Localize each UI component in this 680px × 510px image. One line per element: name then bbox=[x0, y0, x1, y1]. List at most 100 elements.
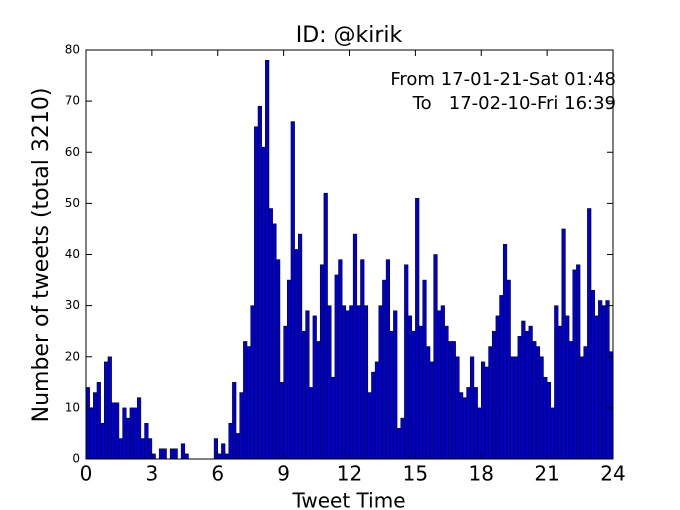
bar bbox=[169, 448, 175, 460]
bar bbox=[462, 397, 467, 460]
bars bbox=[85, 59, 614, 460]
bar bbox=[319, 264, 325, 460]
bar bbox=[411, 330, 416, 460]
bar bbox=[601, 305, 606, 460]
bar bbox=[374, 361, 380, 460]
bar bbox=[144, 422, 149, 460]
x-axis-label: Tweet Time bbox=[291, 489, 405, 510]
bar bbox=[115, 402, 120, 460]
bar bbox=[543, 376, 548, 460]
x-tick-label: 6 bbox=[211, 462, 224, 486]
bar bbox=[488, 346, 493, 460]
bar bbox=[235, 433, 240, 460]
bar bbox=[111, 402, 116, 460]
bar bbox=[294, 249, 299, 460]
bar bbox=[557, 325, 563, 460]
bar bbox=[268, 208, 273, 460]
bar bbox=[535, 346, 541, 460]
bar bbox=[100, 422, 105, 460]
bar bbox=[126, 417, 131, 460]
bar bbox=[107, 356, 112, 460]
y-tick-label: 50 bbox=[65, 196, 80, 210]
bar bbox=[418, 325, 423, 460]
bar bbox=[448, 341, 453, 460]
bar bbox=[316, 341, 321, 460]
bar bbox=[517, 336, 522, 460]
bar bbox=[510, 356, 515, 460]
bar bbox=[261, 146, 266, 460]
bar bbox=[568, 341, 573, 460]
bar bbox=[272, 223, 277, 460]
bar bbox=[491, 330, 497, 460]
y-tick-label: 0 bbox=[72, 452, 80, 466]
bar bbox=[407, 315, 412, 460]
bar bbox=[283, 325, 288, 460]
bar bbox=[93, 392, 98, 460]
bar bbox=[345, 310, 350, 460]
bar bbox=[484, 366, 489, 460]
bar bbox=[576, 264, 581, 460]
bar bbox=[378, 305, 383, 460]
bar bbox=[363, 305, 369, 460]
bar bbox=[393, 310, 398, 460]
y-tick-label: 10 bbox=[65, 400, 80, 414]
bar bbox=[565, 315, 570, 460]
y-axis-label: Number of tweets (total 3210) bbox=[29, 88, 54, 423]
bar bbox=[400, 417, 405, 460]
x-tick-label: 24 bbox=[600, 462, 625, 486]
bar bbox=[528, 325, 533, 460]
bar bbox=[330, 376, 336, 460]
bar bbox=[356, 305, 361, 460]
bar bbox=[129, 407, 134, 460]
x-tick-label: 15 bbox=[403, 462, 428, 486]
bar bbox=[470, 356, 475, 460]
bar bbox=[396, 428, 401, 460]
bar bbox=[349, 305, 354, 460]
bar bbox=[327, 305, 332, 460]
bar bbox=[561, 228, 566, 460]
bar bbox=[532, 341, 537, 460]
bar bbox=[257, 105, 262, 460]
bar bbox=[243, 341, 248, 460]
bar bbox=[382, 279, 387, 460]
bar bbox=[579, 356, 584, 460]
bar bbox=[451, 341, 456, 460]
bar bbox=[513, 356, 519, 460]
bar bbox=[572, 269, 577, 460]
bar bbox=[385, 259, 391, 460]
bar bbox=[521, 320, 526, 460]
y-tick-label: 80 bbox=[65, 43, 80, 57]
bar bbox=[338, 259, 343, 460]
bar bbox=[217, 453, 222, 460]
x-tick-label: 9 bbox=[277, 462, 290, 486]
bar bbox=[221, 443, 226, 460]
bar bbox=[415, 198, 420, 460]
x-tick-label: 12 bbox=[337, 462, 362, 486]
bar bbox=[341, 305, 347, 460]
bar bbox=[495, 315, 500, 460]
bar bbox=[352, 233, 358, 460]
bar bbox=[239, 392, 244, 460]
bar bbox=[587, 208, 592, 460]
bar bbox=[590, 290, 595, 460]
bar bbox=[440, 305, 445, 460]
bar bbox=[133, 407, 138, 460]
x-tick-label: 21 bbox=[534, 462, 559, 486]
bar bbox=[312, 315, 317, 460]
x-tick-label: 18 bbox=[469, 462, 494, 486]
bar bbox=[290, 121, 295, 460]
bar bbox=[265, 59, 270, 460]
bar bbox=[104, 361, 109, 460]
y-tick-label: 60 bbox=[65, 145, 80, 159]
annotation: To 17-02-10-Fri 16:39 bbox=[412, 93, 616, 114]
bar bbox=[609, 351, 614, 460]
bar bbox=[246, 346, 251, 460]
bar bbox=[279, 382, 284, 460]
bar bbox=[506, 279, 511, 460]
bar bbox=[429, 361, 434, 460]
bar bbox=[89, 407, 94, 460]
bar bbox=[305, 310, 310, 460]
bar bbox=[404, 264, 409, 460]
bar bbox=[287, 279, 292, 460]
